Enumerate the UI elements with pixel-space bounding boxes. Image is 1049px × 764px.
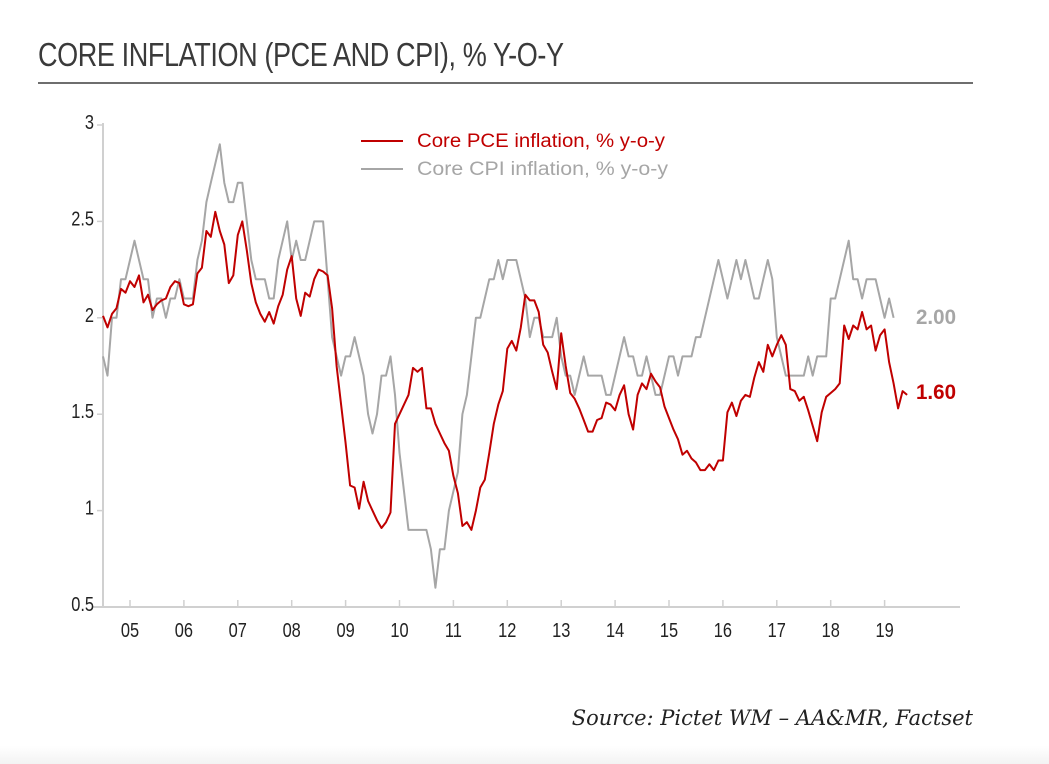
x-tick-label: 14 [606, 618, 624, 641]
legend: Core PCE inflation, % y-o-y Core CPI inf… [361, 131, 669, 180]
chart-title: CORE INFLATION (PCE AND CPI), % Y-O-Y [38, 36, 564, 73]
end-label-pce: 1.60 [916, 381, 956, 404]
x-tick-label: 08 [283, 618, 301, 641]
x-tick-label: 18 [822, 618, 840, 641]
x-tick-label: 12 [498, 618, 516, 641]
source-note: Source: Pictet WM – AA&MR, Factset [571, 706, 973, 730]
series-line-cpi [102, 143, 895, 589]
axes [93, 123, 960, 608]
y-tick-label: 1.5 [71, 400, 94, 423]
x-tick-label: 19 [875, 618, 893, 641]
x-tick-label: 09 [336, 618, 354, 641]
x-tick-label: 13 [552, 618, 570, 641]
series-lines [102, 143, 908, 589]
title-divider [38, 82, 973, 84]
y-tick-label: 0.5 [71, 592, 94, 615]
x-tick-label: 07 [229, 618, 247, 641]
y-tick-label: 2 [85, 303, 94, 326]
x-tick-label: 17 [768, 618, 786, 641]
x-tick-label: 06 [175, 618, 193, 641]
x-tick-label: 16 [714, 618, 732, 641]
x-tick-label: 05 [121, 618, 139, 641]
y-axis-ticks: 0.5 1 1.5 2 2.5 3 [71, 110, 103, 615]
x-tick-label: 11 [445, 618, 462, 641]
end-labels: 2.00 1.60 [916, 306, 956, 404]
x-tick-label: 10 [390, 618, 408, 641]
y-tick-label: 1 [85, 496, 94, 519]
legend-label-cpi: Core CPI inflation, % y-o-y [417, 159, 669, 180]
y-tick-label: 3 [85, 110, 94, 133]
series-line-pce [102, 210, 908, 531]
y-tick-label: 2.5 [71, 207, 94, 230]
x-axis-ticks: 05 06 07 08 09 10 11 12 13 14 15 16 17 18 19 [121, 600, 894, 641]
x-tick-label: 15 [660, 618, 678, 641]
bottom-fade [0, 746, 1049, 764]
legend-label-pce: Core PCE inflation, % y-o-y [417, 131, 666, 152]
end-label-cpi: 2.00 [916, 306, 956, 329]
